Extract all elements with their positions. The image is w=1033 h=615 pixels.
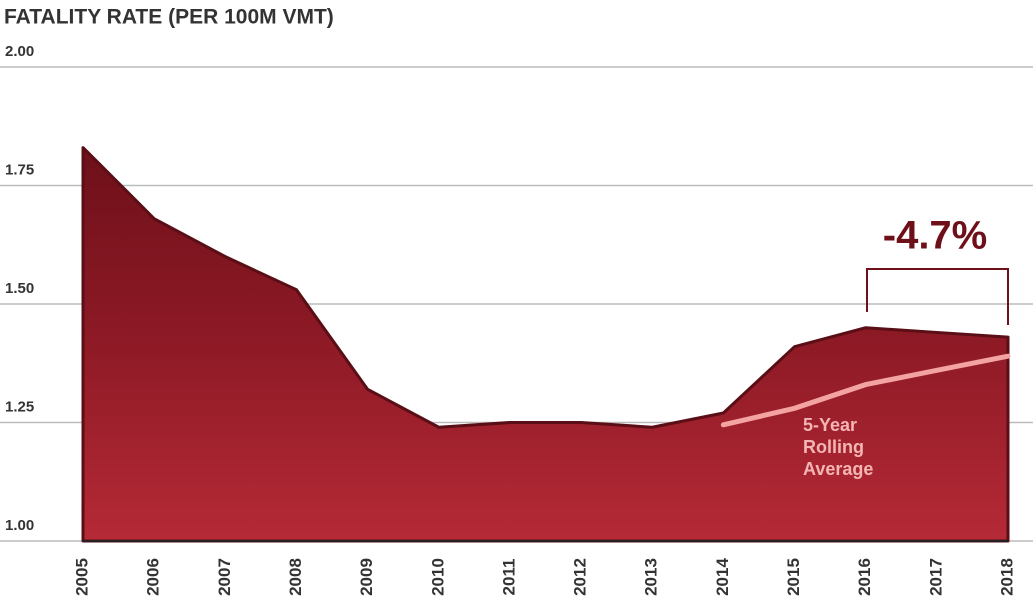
x-tick-label: 2006	[144, 558, 163, 596]
y-tick-label: 1.00	[5, 517, 34, 534]
x-tick-label: 2011	[499, 559, 518, 596]
x-tick-label: 2015	[784, 558, 803, 596]
chart-title: FATALITY RATE (PER 100M VMT)	[4, 6, 334, 29]
x-tick-label: 2008	[286, 558, 305, 596]
x-tick-label: 2012	[571, 558, 590, 596]
legend-label: 5-Year Rolling Average	[803, 415, 874, 479]
y-tick-label: 1.25	[5, 398, 34, 415]
y-tick-label: 2.00	[5, 43, 34, 60]
annotation: -4.7%	[883, 214, 988, 258]
x-tick-label: 2010	[428, 558, 447, 596]
bracket	[866, 268, 1009, 325]
x-tick-label: 2009	[357, 558, 376, 596]
x-tick-label: 2007	[215, 558, 234, 596]
x-tick-label: 2017	[926, 558, 945, 596]
area	[81, 146, 1010, 543]
x-tick-label: 2016	[855, 558, 874, 596]
y-tick-label: 1.75	[5, 161, 34, 178]
x-tick-label: 2005	[72, 558, 91, 596]
x-tick-label: 2018	[997, 558, 1016, 596]
rolling-line	[720, 353, 1011, 428]
x-tick-label: 2014	[713, 558, 732, 596]
x-tick-label: 2013	[642, 558, 661, 596]
y-tick-label: 1.50	[5, 280, 34, 297]
